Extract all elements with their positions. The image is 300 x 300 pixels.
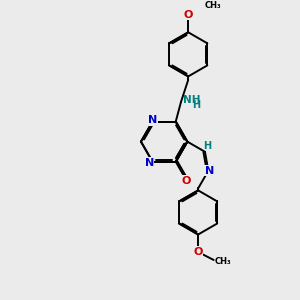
Text: H: H [192,100,200,110]
Text: N: N [145,158,154,168]
Text: NH: NH [183,95,201,106]
Text: CH₃: CH₃ [205,1,221,10]
Text: O: O [181,176,190,186]
Text: O: O [194,247,203,257]
Text: N: N [205,166,214,176]
Text: CH₃: CH₃ [214,256,231,266]
Text: H: H [203,141,211,151]
Text: O: O [184,10,193,20]
Text: N: N [148,115,157,125]
